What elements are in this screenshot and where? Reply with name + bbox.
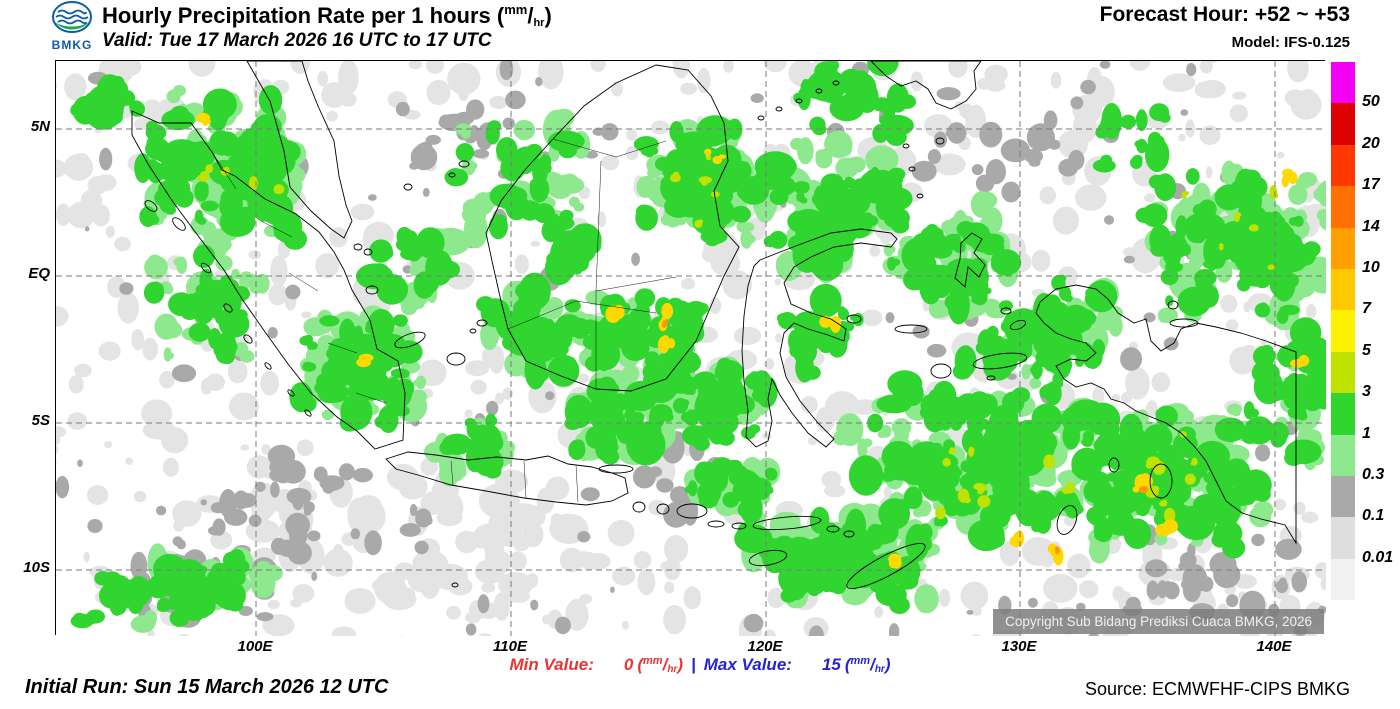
precip-layer-5	[196, 112, 1310, 569]
copyright-watermark: Copyright Sub Bidang Prediksi Cuaca BMKG…	[993, 609, 1324, 634]
bmkg-logo-text: BMKG	[51, 38, 93, 52]
precip-layer-4	[197, 152, 1279, 523]
data-source: Source: ECMWFHF-CIPS BMKG	[1084, 679, 1350, 699]
legend-label-5: 5	[1362, 341, 1371, 359]
legend-label-0.01: 0.01	[1362, 548, 1394, 566]
min-value-label: Min Value:	[509, 655, 594, 674]
legend-label-50: 50	[1362, 93, 1380, 111]
legend-segment	[1331, 558, 1355, 601]
initial-run: Initial Run: Sun 15 March 2026 12 UTC	[25, 676, 389, 698]
gridlines	[56, 61, 1326, 636]
precip-layer-3	[70, 61, 1326, 629]
legend-label-0.1: 0.1	[1362, 507, 1385, 525]
precip-layer-6	[661, 320, 1149, 555]
legend-label-3: 3	[1362, 383, 1371, 401]
minmax-values: Min Value: 0 (mm/hr) | Max Value: 15 (mm/hr)	[0, 655, 1400, 675]
min-value: 0	[623, 655, 634, 674]
legend-label-0.3: 0.3	[1362, 466, 1385, 483]
title-suffix: )	[544, 3, 552, 28]
legend-segment	[1331, 227, 1355, 269]
precipitation-legend: 50 20 17 14 10 7 5 3 1 0.3 0.1 0.01	[1331, 62, 1393, 601]
lat-label-5N: 5N	[30, 118, 50, 135]
legend-segment	[1331, 103, 1355, 145]
page-title: Hourly Precipitation Rate per 1 hours (m…	[102, 2, 552, 29]
admin-borders	[211, 138, 1297, 543]
legend-segment	[1331, 393, 1355, 435]
unit-denominator: hr	[533, 17, 545, 29]
lat-label-10S: 10S	[23, 559, 50, 576]
lon-label-130E: 130E	[1001, 638, 1037, 655]
coastlines	[131, 61, 1297, 589]
lat-label-5S: 5S	[31, 412, 50, 429]
lon-label-110E: 110E	[493, 638, 527, 655]
legend-segment	[1331, 186, 1355, 228]
legend-segment	[1331, 310, 1355, 352]
unit-numerator: mm	[504, 2, 528, 17]
legend-label-1: 1	[1362, 424, 1371, 442]
map-frame: Copyright Sub Bidang Prediksi Cuaca BMKG…	[55, 60, 1326, 636]
bmkg-emblem-icon	[52, 1, 92, 33]
legend-segment	[1331, 62, 1355, 104]
legend-segment	[1331, 517, 1355, 559]
minmax-separator: |	[690, 655, 696, 674]
max-unit: (mm/hr)	[844, 655, 891, 675]
bmkg-logo: BMKG	[44, 1, 100, 52]
legend-label-10: 10	[1362, 259, 1380, 276]
legend-label-7: 7	[1362, 300, 1371, 318]
precipitation-map	[56, 61, 1326, 636]
lon-label-120E: 120E	[747, 638, 783, 655]
legend-label-20: 20	[1362, 134, 1380, 152]
title-text: Hourly Precipitation Rate per 1 hours (	[102, 3, 505, 28]
min-unit: (mm/hr)	[637, 655, 683, 675]
unit-slash: /	[527, 3, 534, 28]
legend-label-14: 14	[1362, 217, 1380, 235]
legend-segment	[1331, 268, 1355, 311]
max-value: 15	[821, 655, 841, 674]
legend-segment	[1331, 475, 1355, 518]
lon-label-100E: 100E	[237, 638, 273, 655]
legend-label-17: 17	[1362, 176, 1380, 194]
legend-segment	[1331, 351, 1355, 394]
forecast-hour: Forecast Hour: +52 ~ +53	[1099, 3, 1350, 26]
model-name: Model: IFS-0.125	[1231, 34, 1350, 51]
max-value-label: Max Value:	[703, 655, 792, 674]
legend-segment	[1331, 434, 1355, 476]
legend-segment	[1331, 144, 1355, 187]
lon-label-140E: 140E	[1256, 638, 1292, 655]
lat-label-EQ: EQ	[28, 265, 50, 282]
valid-time-range: Valid: Tue 17 March 2026 16 UTC to 17 UT…	[102, 30, 492, 51]
